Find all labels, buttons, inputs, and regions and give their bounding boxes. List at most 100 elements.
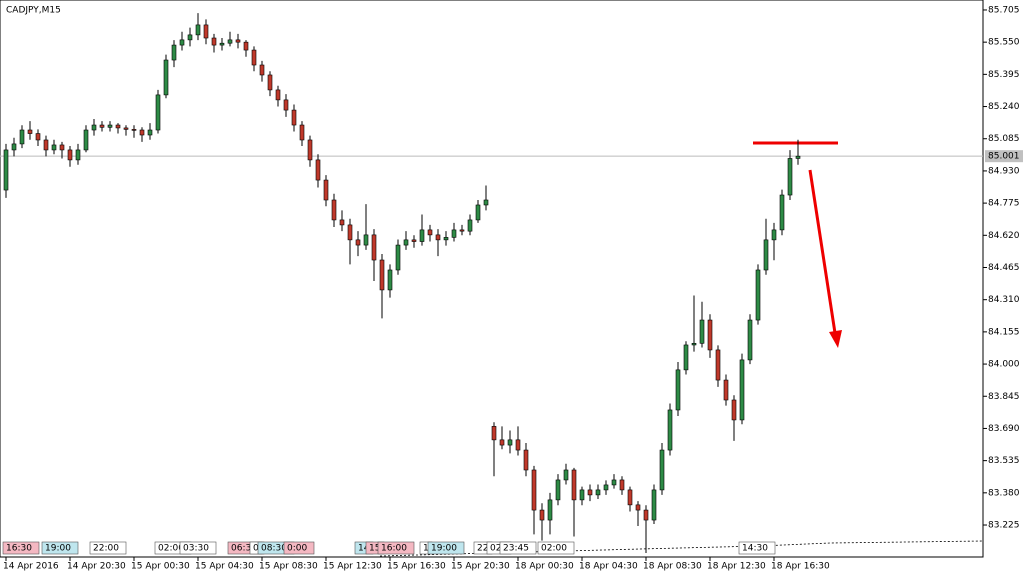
current-price-box <box>985 150 1023 163</box>
candle-body <box>587 489 593 496</box>
y-tick-label: 84.775 <box>988 199 1020 209</box>
y-tick-label: 83.225 <box>988 521 1020 531</box>
x-tick-label: 14 Apr 2016 <box>3 562 59 572</box>
x-tick-label: 15 Apr 12:30 <box>323 562 382 572</box>
candle-body <box>555 479 561 501</box>
candle-body <box>3 149 9 191</box>
candle-body <box>699 319 705 344</box>
candle-body <box>171 44 177 61</box>
candle-body <box>219 42 225 46</box>
candle-body <box>723 379 729 401</box>
event-tag <box>89 541 127 555</box>
candle-body <box>43 139 49 151</box>
candle-body <box>563 469 569 481</box>
candle-body <box>115 124 121 129</box>
candle-body <box>755 269 761 321</box>
event-tag <box>283 541 315 555</box>
event-tag <box>2 541 40 555</box>
event-tag-label: 14:30 <box>742 544 768 554</box>
candle-body <box>35 133 41 141</box>
candle-body <box>643 509 649 521</box>
x-tick-label: 18 Apr 12:30 <box>707 562 766 572</box>
candle-body <box>451 229 457 238</box>
y-tick-label: 84.155 <box>988 327 1020 337</box>
event-tag-label: 1 <box>423 544 429 554</box>
x-tick-label: 14 Apr 20:30 <box>67 562 126 572</box>
y-tick-label: 85.395 <box>988 70 1020 80</box>
event-tag-label: 02:00 <box>541 544 567 554</box>
candle-body <box>627 489 633 506</box>
x-tick-label: 15 Apr 16:30 <box>387 562 446 572</box>
event-tag-label: 16:30 <box>6 544 32 554</box>
y-tick-label: 84.000 <box>988 360 1020 370</box>
event-tag-label: 02:00 <box>158 544 184 554</box>
event-tag-label: 14 <box>358 544 370 554</box>
arrow-head <box>829 330 842 348</box>
candle-body <box>139 129 145 136</box>
candle-body <box>539 509 545 521</box>
event-tag-label: 06:30 <box>231 544 257 554</box>
event-tag-label: 23:45 <box>503 544 529 554</box>
candle-body <box>515 439 521 451</box>
x-tick-label: 18 Apr 16:30 <box>771 562 830 572</box>
candle-body <box>571 469 577 501</box>
candle-body <box>203 24 209 39</box>
candle-body <box>499 439 505 446</box>
candle-body <box>675 369 681 411</box>
event-tag-label: 08:30 <box>261 544 287 554</box>
candle-body <box>427 229 433 236</box>
y-tick-label: 84.310 <box>988 295 1020 305</box>
candle-body <box>307 139 313 161</box>
candle-body <box>771 229 777 241</box>
candle-body <box>403 239 409 246</box>
candle-body <box>27 129 33 134</box>
candle-body <box>283 99 289 111</box>
arrow-shaft <box>808 169 837 334</box>
candle-body <box>299 124 305 141</box>
y-tick-label: 83.845 <box>988 392 1020 402</box>
candle-body <box>131 129 137 131</box>
x-tick-label: 15 Apr 04:30 <box>195 562 254 572</box>
y-tick-label: 85.240 <box>988 102 1020 112</box>
candle-body <box>531 469 537 511</box>
candle-body <box>523 449 529 471</box>
event-tag <box>537 541 575 555</box>
x-tick-label: 18 Apr 04:30 <box>579 562 638 572</box>
candle-body <box>483 199 489 206</box>
event-tag <box>179 541 217 555</box>
candle-body <box>443 237 449 241</box>
candle-body <box>707 319 713 351</box>
event-tag-label: 0:00 <box>287 544 307 554</box>
candle-body <box>691 342 697 346</box>
candle-body <box>395 244 401 271</box>
candle-body <box>731 399 737 421</box>
candle-body <box>475 204 481 221</box>
plot-frame <box>0 0 984 558</box>
candle-body <box>579 489 585 501</box>
candle-body <box>331 199 337 221</box>
event-tag-label: 19:00 <box>431 544 457 554</box>
y-tick-label: 85.550 <box>988 38 1020 48</box>
candle-body <box>75 149 81 161</box>
event-tag <box>738 541 776 555</box>
chart-title: CADJPY,M15 <box>6 6 61 16</box>
y-tick-label: 84.465 <box>988 263 1020 273</box>
candle-body <box>275 89 281 101</box>
candle-body <box>11 143 17 151</box>
candle-body <box>163 59 169 96</box>
candle-body <box>227 39 233 44</box>
event-tag-label: 02: <box>490 544 504 554</box>
candle-body <box>51 144 57 151</box>
candle-body <box>59 144 65 151</box>
candle-body <box>683 344 689 371</box>
candle-body <box>99 124 105 128</box>
candle-body <box>667 409 673 451</box>
candle-body <box>267 74 273 91</box>
candle-body <box>67 149 73 161</box>
y-tick-label: 84.930 <box>988 166 1020 176</box>
event-tag-label: 19:00 <box>45 544 71 554</box>
candle-body <box>659 449 665 491</box>
candle-body <box>611 479 617 486</box>
candle-body <box>155 94 161 131</box>
